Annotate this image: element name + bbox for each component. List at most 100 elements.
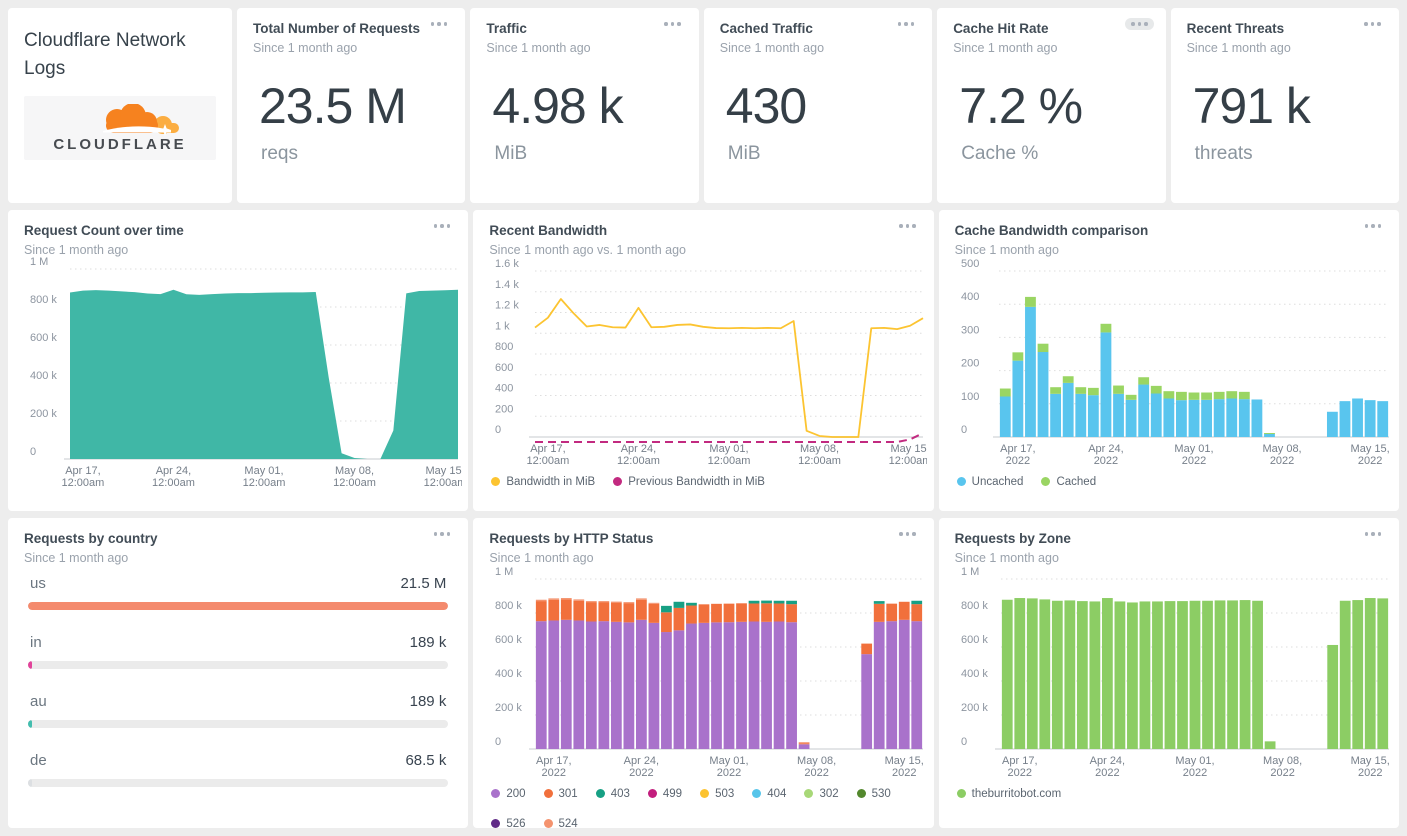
panel-menu-button[interactable] [658,18,687,30]
svg-text:Apr 24,: Apr 24, [156,465,191,477]
svg-text:May 08,: May 08, [797,755,836,767]
panel-menu-button[interactable] [893,528,922,540]
svg-text:2022: 2022 [717,767,741,779]
legend-item[interactable]: 499 [647,788,682,800]
svg-text:May 08,: May 08, [1262,443,1301,455]
legend-item[interactable]: 404 [752,788,786,800]
country-row-de[interactable]: de 68.5 k [28,751,449,787]
legend-dot-icon [613,477,623,487]
panel-subtitle: Since 1 month ago [954,242,1059,257]
svg-text:2022: 2022 [629,767,653,779]
panel-menu-button[interactable] [893,220,922,232]
legend-label: Bandwidth in MiB [506,475,596,488]
panel-menu-button[interactable] [1359,220,1388,232]
panel-menu-button[interactable] [428,220,457,232]
cloudflare-logo: CLOUDFLARE [24,96,216,161]
legend-label: 503 [715,787,735,800]
panel-menu-button[interactable] [428,528,457,540]
country-bar-track [28,719,449,728]
zone-bar-chart[interactable]: 1 M 800 k 600 k 400 k 200 k 0 Apr 17, 2022 Apr 2… [955,567,1393,779]
panel-subtitle: Since 1 month ago [486,40,591,55]
charts-row-1: Request Count over time Since 1 month ag… [8,210,1399,511]
legend-item[interactable]: 503 [700,788,734,800]
panel-menu-button[interactable] [1125,18,1154,30]
country-value: 189 k [409,692,447,710]
legend-item[interactable]: 526 [491,818,526,828]
svg-text:12:00am: 12:00am [62,477,105,489]
legend-dot-icon [956,477,966,487]
svg-text:600 k: 600 k [961,634,988,646]
panel-menu-button[interactable] [1359,528,1388,540]
request-count-area-chart[interactable]: 1 M 800 k 600 k 400 k 200 k 0 Apr 17, 12:00am Ap… [24,257,462,489]
country-row-us[interactable]: us 21.5 M [28,575,449,610]
kpi-row: Cloudflare Network Logs CLOUDFLARE [8,8,1399,203]
svg-text:200 k: 200 k [30,408,57,420]
svg-text:May 15,: May 15, [891,443,928,455]
panel-menu-button[interactable] [892,18,921,30]
panel-cache-hit-rate: Cache Hit Rate Since 1 month ago 7.2 % C… [937,8,1166,203]
svg-text:May 08,: May 08, [800,443,839,455]
legend-dot-icon [956,789,966,799]
legend-item[interactable]: 403 [595,788,630,800]
chart-legend: Bandwidth in MiB Previous Bandwidth in Mi… [491,476,917,488]
svg-text:Apr 17,: Apr 17, [1000,443,1035,455]
svg-text:Apr 17,: Apr 17, [536,755,571,767]
svg-text:May 01,: May 01, [1175,755,1214,767]
svg-text:200: 200 [961,357,979,369]
http-status-stacked-bar-chart[interactable]: 1 M 800 k 600 k 400 k 200 k 0 Apr 17, 2022 Apr 2… [489,567,927,779]
legend-dot-icon [647,789,657,799]
country-row-au[interactable]: au 189 k [28,692,449,728]
kpi-unit: MiB [727,142,761,164]
panel-cache-bandwidth-comparison: Cache Bandwidth comparison Since 1 month… [938,210,1399,511]
svg-text:2022: 2022 [542,767,566,779]
svg-text:2022: 2022 [1182,767,1206,779]
legend-item[interactable]: 200 [491,788,526,800]
legend-item[interactable]: Uncached [956,475,1024,488]
panel-menu-button[interactable] [425,18,454,30]
legend-dot-icon [491,789,501,799]
cache-bandwidth-bar-chart[interactable]: 500 400 300 200 100 0 Apr 17, 2022 Apr 24, 2022 Ma… [955,259,1393,467]
legend-item[interactable]: Bandwidth in MiB [491,476,595,488]
kpi-unit: threats [1194,142,1253,164]
legend-item[interactable]: 302 [804,788,839,800]
legend-item[interactable]: 524 [543,817,578,828]
legend-dot-icon [543,819,553,828]
legend-item[interactable]: Previous Bandwidth in MiB [613,476,765,488]
country-bar-track [28,778,449,787]
legend-dot-icon [543,789,553,799]
panel-title: Requests by HTTP Status [489,531,654,546]
svg-text:Apr 24,: Apr 24, [624,755,659,767]
svg-text:600: 600 [495,362,513,374]
legend-item[interactable]: theburritobot.com [956,788,1061,800]
svg-text:May 08,: May 08, [1263,755,1302,767]
legend-label: 524 [558,817,578,828]
country-value: 68.5 k [405,751,447,769]
kpi-unit: Cache % [961,142,1039,164]
legend-item[interactable]: 530 [856,788,891,800]
svg-text:1.2 k: 1.2 k [495,299,519,311]
legend-item[interactable]: Cached [1041,476,1096,488]
panel-requests-by-country: Requests by country Since 1 month ago us… [8,518,469,828]
legend-dot-icon [491,819,501,828]
svg-text:1.6 k: 1.6 k [495,259,519,270]
panel-requests-by-http-status: Requests by HTTP Status Since 1 month ag… [473,518,934,828]
country-row-in[interactable]: in 189 k [28,634,449,669]
panel-total-requests: Total Number of Requests Since 1 month a… [237,8,466,203]
svg-text:2022: 2022 [1358,455,1382,467]
legend-label: Uncached [971,475,1024,488]
svg-text:2022: 2022 [1269,455,1293,467]
legend-label: 301 [558,787,578,800]
panel-requests-by-zone: Requests by Zone Since 1 month ago 1 M 80… [938,518,1399,828]
svg-text:800 k: 800 k [495,600,522,612]
panel-menu-button[interactable] [1358,18,1387,30]
svg-text:2022: 2022 [805,767,829,779]
kpi-value: 23.5 M [259,77,407,134]
svg-text:Apr 17,: Apr 17, [1002,755,1037,767]
panel-title: Recent Threats [1186,21,1285,36]
legend-label: Previous Bandwidth in MiB [628,475,765,488]
svg-text:0: 0 [961,424,967,436]
panel-title: Total Number of Requests [253,21,421,36]
legend-item[interactable]: 301 [543,787,578,800]
panel-title: Request Count over time [24,223,184,238]
